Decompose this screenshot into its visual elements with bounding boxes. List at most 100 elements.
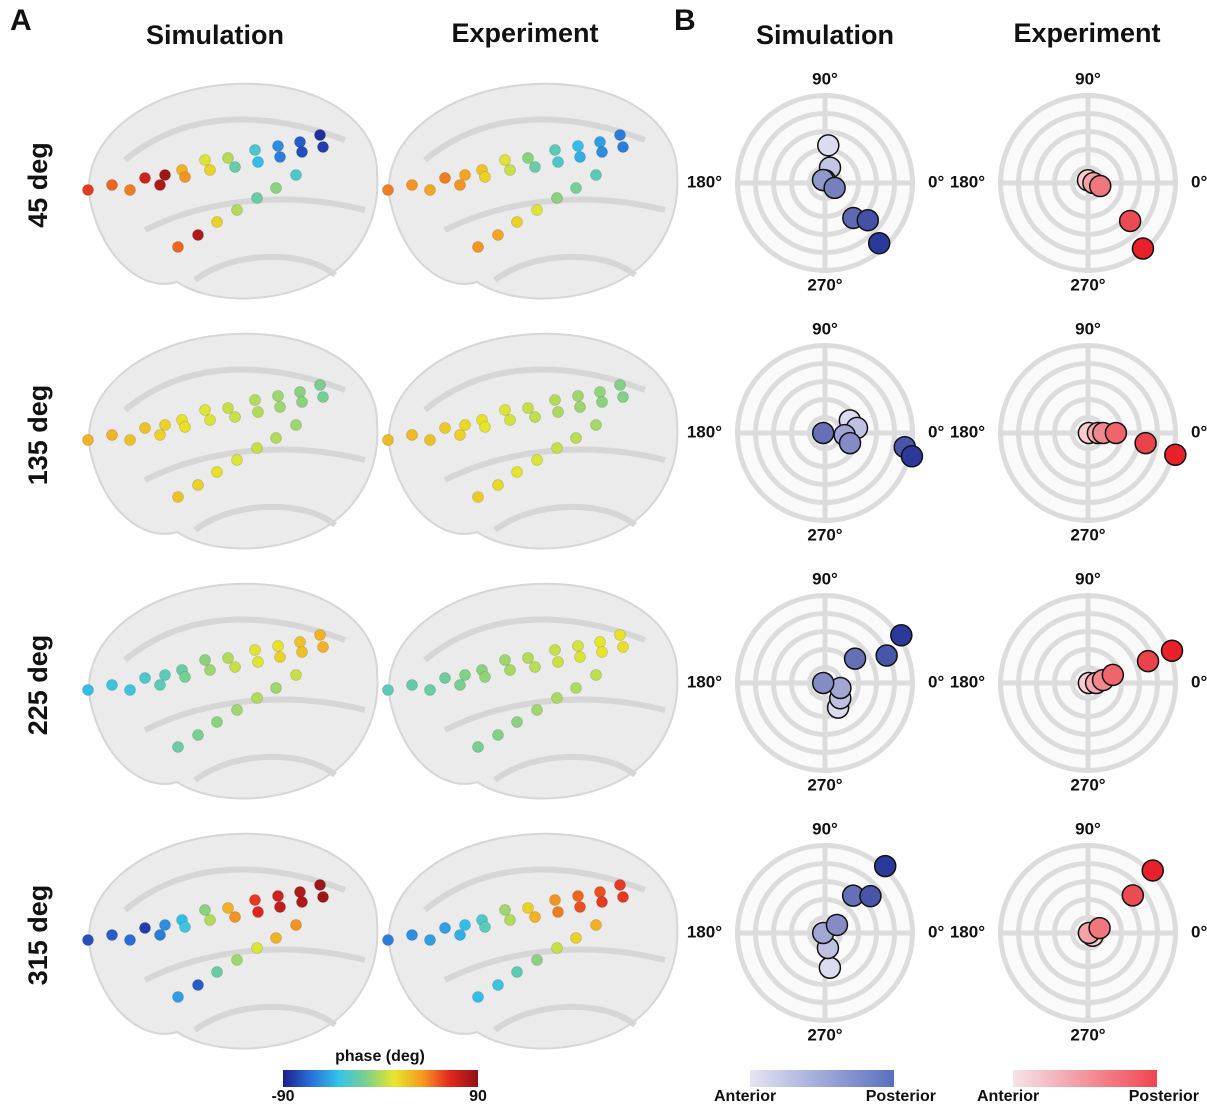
electrode: [550, 395, 561, 406]
electrode: [315, 880, 326, 891]
electrode: [230, 662, 241, 673]
electrode: [205, 915, 216, 926]
electrode: [575, 152, 586, 163]
electrode: [473, 242, 484, 253]
polar-point: [901, 446, 922, 467]
electrode: [200, 655, 211, 666]
electrode: [552, 193, 563, 204]
polar-point: [891, 625, 912, 646]
electrode: [205, 665, 216, 676]
electrode: [505, 415, 516, 426]
electrode: [315, 630, 326, 641]
electrode: [571, 683, 582, 694]
electrode: [575, 902, 586, 913]
electrode: [107, 180, 118, 191]
electrode: [315, 380, 326, 391]
electrode: [232, 455, 243, 466]
electrode: [250, 645, 261, 656]
angle-label: 90°: [1075, 319, 1101, 338]
electrode: [173, 242, 184, 253]
electrode: [460, 670, 471, 681]
electrode: [83, 685, 94, 696]
angle-label: 180°: [687, 172, 722, 191]
electrode: [550, 645, 561, 656]
electrode: [140, 423, 151, 434]
electrode: [532, 955, 543, 966]
electrode: [140, 673, 151, 684]
electrode: [532, 705, 543, 716]
angle-label: 90°: [812, 819, 838, 838]
electrode: [275, 652, 286, 663]
electrode: [275, 152, 286, 163]
electrode: [83, 935, 94, 946]
polar-point: [813, 673, 834, 694]
electrode: [552, 443, 563, 454]
electrode: [493, 980, 504, 991]
column-header: Experiment: [451, 18, 598, 48]
legend-label: Anterior: [714, 1088, 776, 1105]
angle-label: 90°: [1075, 569, 1101, 588]
electrode: [252, 943, 263, 954]
colorbar-tick-label: 90: [469, 1088, 487, 1105]
electrode: [318, 892, 329, 903]
electrode: [383, 935, 394, 946]
electrode: [493, 230, 504, 241]
electrode: [125, 185, 136, 196]
electrode: [455, 430, 466, 441]
angle-label: 90°: [1075, 69, 1101, 88]
electrode: [140, 173, 151, 184]
angle-label: 90°: [812, 569, 838, 588]
electrode: [107, 430, 118, 441]
electrode: [180, 672, 191, 683]
electrode: [618, 892, 629, 903]
polar-point: [1142, 860, 1163, 881]
electrode: [125, 435, 136, 446]
polar-point: [813, 423, 834, 444]
column-header: Simulation: [756, 20, 894, 50]
angle-label: 0°: [928, 172, 944, 191]
brain: [383, 584, 678, 799]
electrode: [271, 183, 282, 194]
panel-label: B: [674, 4, 696, 37]
electrode: [155, 930, 166, 941]
electrode: [615, 630, 626, 641]
electrode: [107, 930, 118, 941]
electrode: [473, 742, 484, 753]
column-header: Simulation: [146, 20, 284, 50]
electrode: [455, 180, 466, 191]
electrode: [275, 902, 286, 913]
electrode: [523, 653, 534, 664]
electrode: [455, 680, 466, 691]
electrode: [493, 480, 504, 491]
angle-label: 0°: [928, 672, 944, 691]
electrode: [160, 670, 171, 681]
electrode: [473, 992, 484, 1003]
electrode: [232, 955, 243, 966]
polar-point: [1135, 433, 1156, 454]
electrode: [530, 912, 541, 923]
electrode: [383, 435, 394, 446]
electrode: [552, 693, 563, 704]
electrode: [223, 653, 234, 664]
electrode: [473, 492, 484, 503]
brain: [83, 834, 378, 1049]
electrode: [500, 405, 511, 416]
electrode: [318, 142, 329, 153]
electrode: [553, 157, 564, 168]
electrode: [107, 680, 118, 691]
polar-point: [1162, 640, 1183, 661]
electrode: [230, 412, 241, 423]
electrode: [193, 980, 204, 991]
electrode: [295, 637, 306, 648]
electrode: [407, 930, 418, 941]
electrode: [383, 685, 394, 696]
electrode: [200, 155, 211, 166]
electrode: [425, 185, 436, 196]
electrode: [273, 641, 284, 652]
electrode: [407, 680, 418, 691]
electrode: [291, 170, 302, 181]
electrode: [505, 665, 516, 676]
angle-label: 0°: [1191, 172, 1207, 191]
electrode: [291, 670, 302, 681]
electrode: [597, 647, 608, 658]
